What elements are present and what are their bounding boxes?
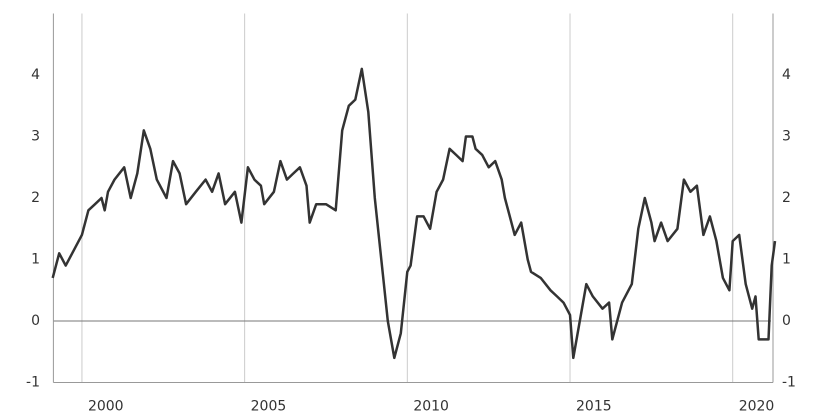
x-tick-label: 2000 [88, 399, 124, 414]
y2-tick-label: -1 [782, 375, 796, 391]
x-tick-label: 2020 [739, 399, 775, 414]
y-tick-label: 2 [31, 190, 40, 206]
y2-tick-label: 1 [782, 252, 791, 268]
y-tick-label: 3 [31, 129, 40, 145]
x-tick-label: 2010 [413, 399, 449, 414]
y-tick-label: 1 [31, 252, 40, 268]
y2-tick-label: 2 [782, 190, 791, 206]
y-tick-label: 4 [31, 67, 40, 83]
y2-tick-label: 0 [782, 313, 791, 329]
data-line [51, 67, 777, 360]
y-tick-label: -1 [26, 375, 40, 391]
x-tick-label: 2005 [251, 399, 287, 414]
y2-tick-label: 4 [782, 67, 791, 83]
y-tick-label: 0 [31, 313, 40, 329]
x-tick-label: 2015 [576, 399, 612, 414]
y2-tick-label: 3 [782, 129, 791, 145]
